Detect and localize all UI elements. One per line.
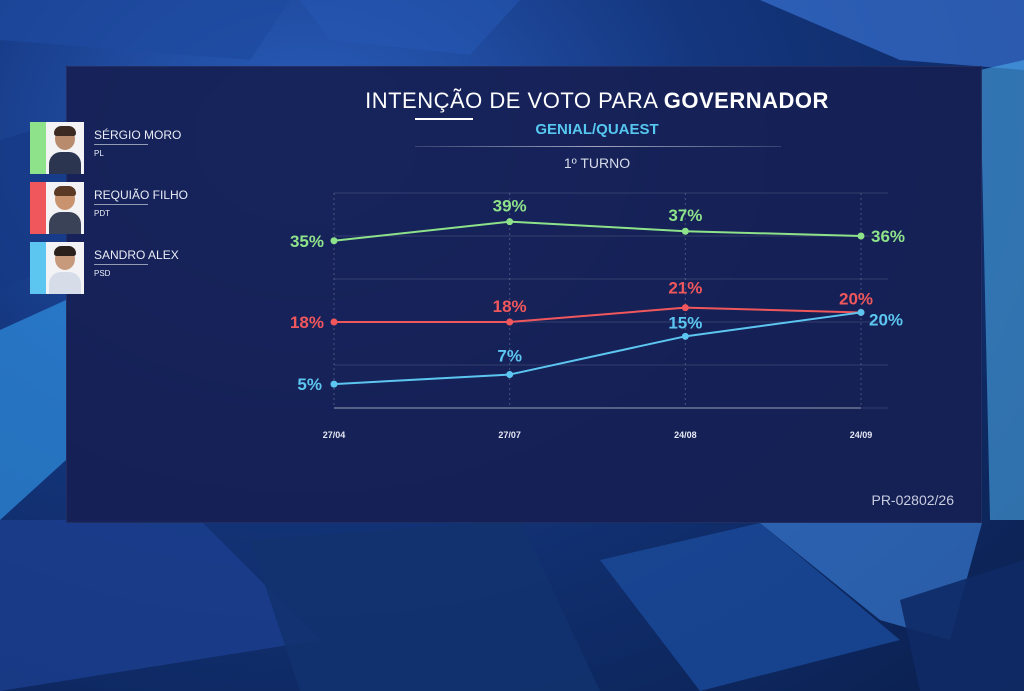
data-label: 18% bbox=[290, 313, 324, 332]
data-label: 37% bbox=[668, 206, 702, 225]
legend-name-rule bbox=[94, 264, 148, 265]
data-point bbox=[506, 218, 514, 226]
legend-color-bar bbox=[30, 242, 46, 294]
legend-name: SÉRGIO MORO bbox=[94, 128, 182, 142]
data-label: 15% bbox=[668, 313, 702, 332]
data-point bbox=[857, 308, 865, 316]
data-point bbox=[330, 237, 338, 245]
person-photo bbox=[46, 242, 84, 294]
legend-party: PL bbox=[94, 149, 104, 158]
legend-item-moro: SÉRGIO MORO PL bbox=[30, 122, 230, 174]
legend-item-requiao: REQUIÃO FILHO PDT bbox=[30, 182, 230, 234]
subtitle-rule bbox=[415, 146, 781, 147]
legend-name-rule bbox=[94, 144, 148, 145]
data-label: 7% bbox=[497, 347, 522, 366]
person-photo bbox=[46, 182, 84, 234]
legend-name: REQUIÃO FILHO bbox=[94, 188, 189, 202]
x-tick-label: 27/04 bbox=[323, 430, 346, 440]
x-tick-label: 24/08 bbox=[674, 430, 697, 440]
title-light: INTENÇÃO DE VOTO PARA bbox=[365, 88, 664, 113]
chart-title: INTENÇÃO DE VOTO PARA GOVERNADOR bbox=[85, 88, 1024, 114]
data-label: 36% bbox=[871, 227, 905, 246]
data-label: 20% bbox=[869, 310, 903, 329]
data-label: 20% bbox=[839, 289, 873, 308]
data-label: 35% bbox=[290, 232, 324, 251]
data-label: 18% bbox=[493, 297, 527, 316]
x-tick-label: 27/07 bbox=[498, 430, 521, 440]
legend-name: SANDRO ALEX bbox=[94, 248, 179, 262]
person-photo bbox=[46, 122, 84, 174]
data-point bbox=[506, 371, 514, 379]
data-point bbox=[681, 227, 689, 235]
data-point bbox=[857, 232, 865, 240]
round-label: 1º TURNO bbox=[563, 155, 631, 171]
legend-item-sandro: SANDRO ALEX PSD bbox=[30, 242, 230, 294]
legend-color-bar bbox=[30, 182, 46, 234]
data-label: 39% bbox=[493, 197, 527, 216]
data-point bbox=[506, 318, 514, 326]
legend-party: PDT bbox=[94, 209, 110, 218]
series-line bbox=[334, 306, 862, 323]
chart-subtitle: GENIAL/QUAEST bbox=[535, 121, 659, 138]
registration-code: PR-02802/26 bbox=[871, 492, 954, 508]
series-line bbox=[333, 220, 862, 242]
series-line bbox=[333, 311, 862, 386]
data-label: 5% bbox=[297, 375, 322, 394]
legend-name-rule bbox=[94, 204, 148, 205]
data-point bbox=[681, 332, 689, 340]
title-underline bbox=[415, 118, 473, 120]
legend-color-bar bbox=[30, 122, 46, 174]
data-point bbox=[330, 318, 338, 326]
data-point bbox=[330, 380, 338, 388]
title-bold: GOVERNADOR bbox=[663, 88, 829, 113]
legend-party: PSD bbox=[94, 269, 111, 278]
data-label: 21% bbox=[668, 279, 702, 298]
chart-panel bbox=[66, 66, 982, 523]
data-point bbox=[681, 304, 689, 312]
x-tick-label: 24/09 bbox=[850, 430, 873, 440]
